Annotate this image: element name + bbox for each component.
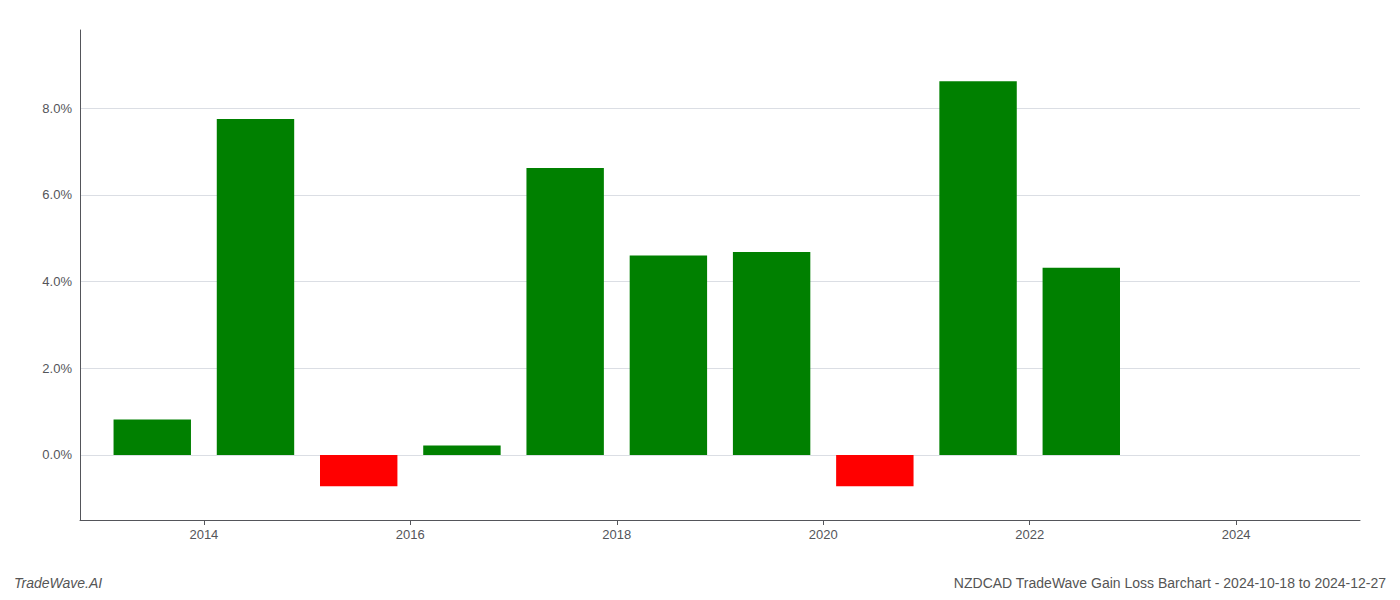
svg-text:2020: 2020 (809, 527, 838, 542)
svg-text:TradeWave.AI: TradeWave.AI (14, 575, 102, 591)
svg-text:2014: 2014 (189, 527, 218, 542)
svg-text:NZDCAD TradeWave Gain Loss Bar: NZDCAD TradeWave Gain Loss Barchart - 20… (954, 575, 1386, 591)
svg-text:8.0%: 8.0% (42, 101, 72, 116)
svg-text:6.0%: 6.0% (42, 187, 72, 202)
svg-text:2024: 2024 (1222, 527, 1251, 542)
svg-text:2018: 2018 (602, 527, 631, 542)
svg-text:2016: 2016 (396, 527, 425, 542)
svg-text:4.0%: 4.0% (42, 274, 72, 289)
svg-text:2022: 2022 (1015, 527, 1044, 542)
svg-text:0.0%: 0.0% (42, 447, 72, 462)
svg-text:2.0%: 2.0% (42, 361, 72, 376)
